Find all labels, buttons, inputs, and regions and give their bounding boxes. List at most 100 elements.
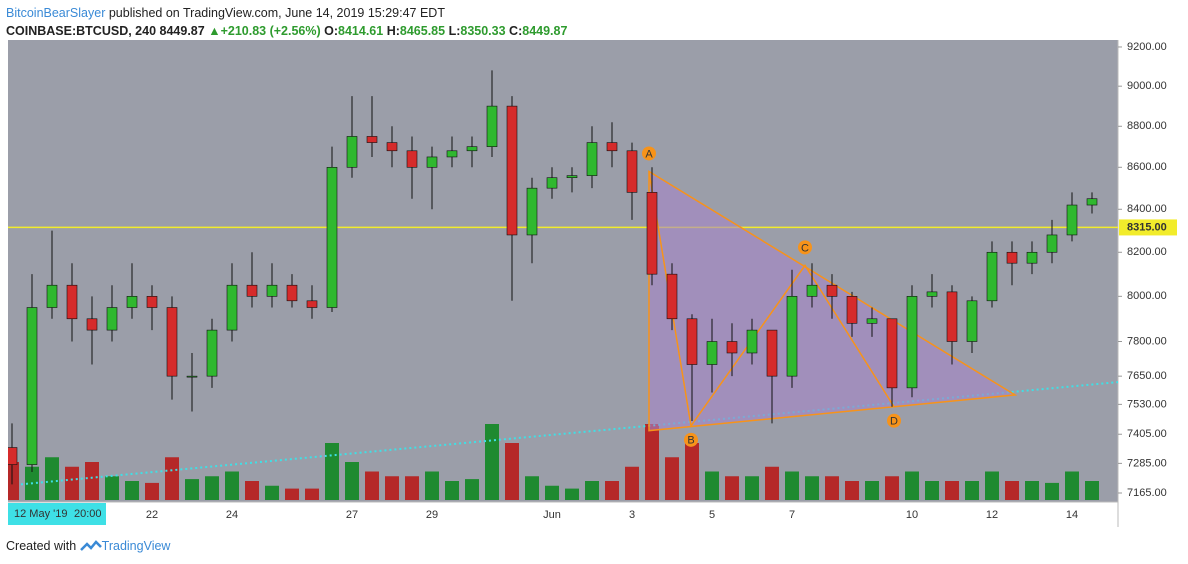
- header: BitcoinBearSlayer published on TradingVi…: [6, 4, 567, 40]
- candle-body: [966, 300, 978, 342]
- pattern-label: D: [890, 416, 898, 428]
- hline-label: 8315.00: [1127, 221, 1167, 233]
- candle-body: [246, 284, 258, 297]
- o-label: O:: [324, 24, 339, 38]
- crosshair-date: 12 May '19: [14, 508, 67, 520]
- x-tick-label: 10: [906, 509, 918, 521]
- volume-bar: [765, 466, 779, 500]
- o: 8414.61: [338, 24, 384, 38]
- trendline: [20, 381, 1118, 486]
- candle-body: [766, 329, 778, 377]
- c-label: C:: [509, 24, 523, 38]
- candle-body: [706, 341, 718, 365]
- candle-body: [486, 105, 498, 147]
- candle-body: [366, 136, 378, 143]
- candle-body: [266, 284, 278, 297]
- candle-body: [466, 146, 478, 152]
- chart: A B C D 9200.00 9000.00 8800.00 8600.00 8400.00…: [8, 40, 1177, 527]
- volume-bar: [105, 476, 119, 500]
- x-tick-label: 27: [346, 509, 358, 521]
- volume-bar: [465, 479, 479, 500]
- volume-bar: [1005, 481, 1019, 500]
- candle-body: [886, 318, 898, 389]
- volume-bar: [285, 488, 299, 500]
- candle-body: [866, 318, 878, 324]
- candle-body: [686, 318, 698, 365]
- volume-bar: [365, 471, 379, 500]
- x-tick-label: 24: [226, 509, 238, 521]
- volume-bar: [185, 479, 199, 500]
- candle-body: [626, 150, 638, 193]
- l-label: L:: [448, 24, 461, 38]
- brand[interactable]: TradingView: [101, 539, 171, 553]
- candle-body: [166, 307, 178, 377]
- last: 8449.87: [159, 24, 205, 38]
- volume-bar: [685, 443, 699, 500]
- volume-bar: [565, 488, 579, 500]
- candle-body: [66, 284, 78, 320]
- candle-body: [726, 341, 738, 354]
- candle-body: [586, 142, 598, 176]
- candle-body: [1006, 251, 1018, 264]
- volume-bar: [905, 471, 919, 500]
- volume-bar: [305, 488, 319, 500]
- x-tick-label: 22: [146, 509, 158, 521]
- volume-bar: [125, 481, 139, 500]
- candle-body: [1026, 251, 1038, 264]
- candle-body: [446, 150, 458, 158]
- candle-body: [286, 284, 298, 302]
- candle-body: [526, 187, 538, 236]
- volume-bar: [145, 482, 159, 500]
- x-tick-label: Jun: [543, 509, 561, 521]
- candle-body: [386, 142, 398, 152]
- volume-bar: [785, 471, 799, 500]
- y-tick-label: 8200.00: [1127, 246, 1167, 258]
- candle-body: [666, 273, 678, 320]
- candle-body: [306, 300, 318, 308]
- volume-bar: [965, 481, 979, 500]
- candle-body: [126, 296, 138, 308]
- candle-body: [186, 375, 198, 378]
- created: Created with: [6, 539, 77, 553]
- volume-bar: [665, 457, 679, 500]
- volume-bar: [165, 457, 179, 500]
- volume-bar: [645, 424, 659, 500]
- candle-body: [546, 177, 558, 189]
- y-tick-label: 7285.00: [1127, 457, 1167, 469]
- volume-bar: [745, 476, 759, 500]
- axes: 9200.00 9000.00 8800.00 8600.00 8400.00 8200.…: [8, 41, 1177, 525]
- x-tick-label: 14: [1066, 509, 1078, 521]
- candle-body: [506, 105, 518, 236]
- crosshair-time: 20:00: [74, 508, 102, 520]
- candle-body: [226, 284, 238, 331]
- y-tick-label: 7800.00: [1127, 335, 1167, 347]
- candle-body: [106, 307, 118, 331]
- candle-body: [926, 291, 938, 297]
- candle-body: [606, 142, 618, 152]
- candle-body: [566, 175, 578, 179]
- y-tick-label: 7165.00: [1127, 487, 1167, 499]
- candle-body: [786, 296, 798, 377]
- volume-bar: [845, 481, 859, 500]
- y-tick-label: 7650.00: [1127, 370, 1167, 382]
- volume-bar: [825, 476, 839, 500]
- line-1: BitcoinBearSlayer published on TradingVi…: [6, 4, 567, 22]
- candle-body: [906, 296, 918, 389]
- volume-bar: [945, 481, 959, 500]
- volume-bar: [205, 476, 219, 500]
- footer: Created with TradingView: [6, 538, 170, 553]
- author[interactable]: BitcoinBearSlayer: [6, 6, 106, 20]
- pattern-marker: [887, 413, 901, 428]
- h-label: H:: [386, 24, 400, 38]
- candle-body: [646, 192, 658, 275]
- candle-body: [986, 251, 998, 302]
- volume-bar: [8, 462, 19, 500]
- candle-body: [146, 296, 158, 308]
- volume-bar: [245, 481, 259, 500]
- volume-bar: [1085, 481, 1099, 500]
- y-tick-label: 9200.00: [1127, 41, 1167, 53]
- volume-bar: [625, 466, 639, 500]
- volume-bar: [885, 476, 899, 500]
- line-2: COINBASE:BTCUSD, 240 8449.87 ▲+210.83 (+…: [6, 22, 567, 40]
- change: +210.83 (+2.56%): [220, 24, 321, 38]
